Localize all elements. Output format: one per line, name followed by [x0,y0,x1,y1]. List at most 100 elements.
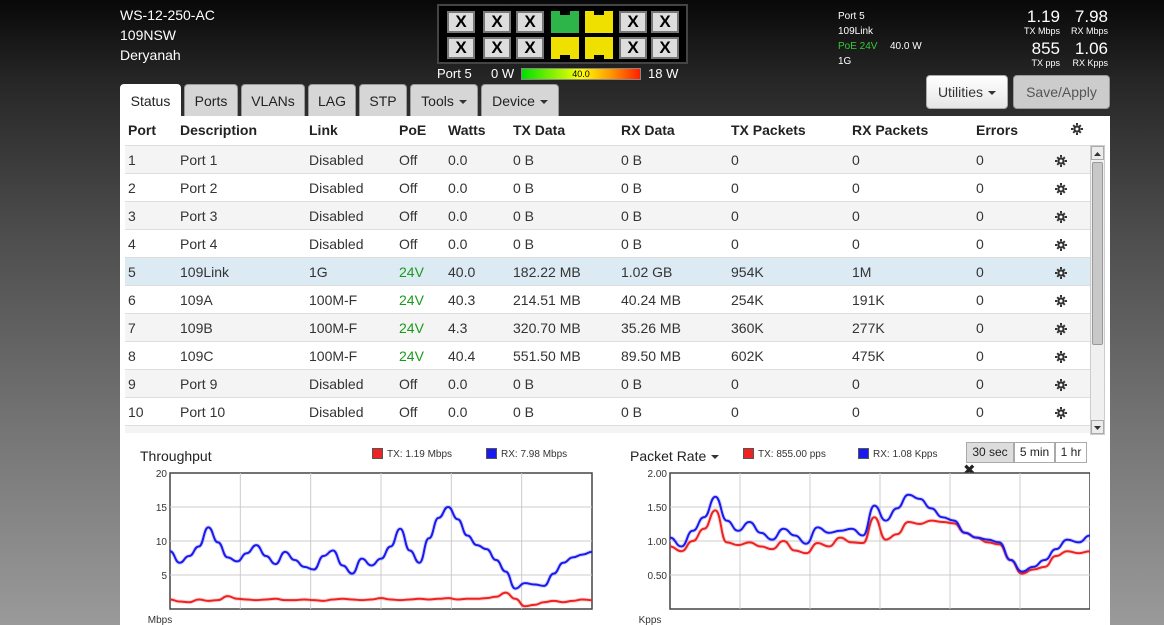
gear-icon[interactable] [1055,148,1067,176]
y-tick-label: 1.50 [648,503,668,514]
table-scrollbar[interactable] [1090,145,1105,435]
cell-description: Port 9 [180,376,218,392]
col-description: Description [180,122,258,138]
table-row[interactable]: 2 Port 2 Disabled Off 0.0 0 B 0 B 0 0 0 [125,173,1093,201]
port-indicator-top-3[interactable]: X [516,11,544,33]
scroll-thumb[interactable] [1092,162,1103,345]
port-indicator-bottom-5[interactable] [585,37,613,59]
cell-watts: 0.0 [448,208,468,224]
cell-poe: Off [399,376,418,392]
table-row[interactable]: 5 109Link 1G 24V 40.0 182.22 MB 1.02 GB 954K 1M 0 [125,257,1093,285]
cell-poe: Off [399,208,418,224]
gear-icon[interactable] [1055,400,1067,428]
cell-link: Disabled [309,404,364,420]
port-indicator-top-5[interactable] [585,11,613,33]
port-indicator-top-6[interactable]: X [619,11,647,33]
cell-errors: 0 [976,292,984,308]
stat-rx-mbps: 7.98 RX Mbps [1038,7,1108,37]
cell-tx-packets: 0 [731,236,739,252]
stat-label: RX Kpps [1072,58,1108,68]
stat-value: 7.98 [1074,7,1108,26]
port-indicator-bottom-2[interactable]: X [483,37,511,59]
cell-port: 9 [128,376,136,392]
cell-port: 8 [128,348,136,364]
y-axis-label: Kpps [639,615,662,625]
table-row[interactable]: 8 109C 100M-F 24V 40.4 551.50 MB 89.50 MB 602K 4… [125,341,1093,369]
table-row[interactable]: 10 Port 10 Disabled Off 0.0 0 B 0 B 0 0 0 [125,397,1093,425]
utilities-button[interactable]: Utilities [926,75,1008,109]
gear-icon[interactable] [1055,428,1067,433]
col-tx-data: TX Data [513,122,566,138]
tab-ports[interactable]: Ports [184,84,238,116]
cell-errors: 0 [976,348,984,364]
tab-tools[interactable]: Tools [410,84,478,116]
rx-swatch [858,448,869,459]
tab-device[interactable]: Device [481,84,559,116]
table-row[interactable]: 6 109A 100M-F 24V 40.3 214.51 MB 40.24 MB 254K 1… [125,285,1093,313]
range-5min-button[interactable]: 5 min [1014,442,1055,463]
port-indicator-top-2[interactable]: X [483,11,511,33]
cell-link: Disabled [309,152,364,168]
gear-icon[interactable] [1055,372,1067,400]
cell-rx-data: 89.50 MB [621,348,681,364]
packet-rate-dropdown[interactable]: Packet Rate [630,448,720,464]
throughput-legend-tx: TX: 1.19 Mbps [372,448,452,460]
chevron-down-icon [988,91,997,96]
cell-watts: 0.0 [448,404,468,420]
port-indicator-bottom-3[interactable]: X [516,37,544,59]
y-axis-label: Mbps [148,615,172,625]
rx-series-line [669,493,1090,573]
col-poe: PoE [399,122,427,138]
table-row[interactable]: 11 Port 11 Disabled Off 0.0 0 B 0 B 0 0 0 [125,425,1093,433]
range-1hr-button[interactable]: 1 hr [1055,442,1087,463]
cell-description: Port 4 [180,236,218,252]
cell-tx-data: 214.51 MB [513,292,581,308]
tab-status[interactable]: Status [120,84,181,118]
gear-icon[interactable] [1055,176,1067,204]
gear-icon[interactable] [1055,288,1067,316]
gear-icon[interactable] [1055,204,1067,232]
port-indicator-top-7[interactable]: X [651,11,679,33]
cell-watts: 0.0 [448,152,468,168]
cell-errors: 0 [976,320,984,336]
cell-poe: 24V [399,348,424,364]
scroll-down-arrow[interactable] [1091,420,1104,434]
power-meter-value: 40.0 [572,69,590,79]
gear-icon[interactable] [1055,260,1067,288]
port-indicator-bottom-4[interactable] [551,37,579,59]
gear-icon[interactable] [1055,232,1067,260]
port-info-port: Port 5 [838,11,865,22]
gear-icon[interactable] [1071,122,1083,138]
table-row[interactable]: 4 Port 4 Disabled Off 0.0 0 B 0 B 0 0 0 [125,229,1093,257]
cell-rx-data: 0 B [621,376,643,392]
port-info-power: 40.0 W [890,41,922,52]
cell-tx-data: 320.70 MB [513,320,581,336]
table-row[interactable]: 9 Port 9 Disabled Off 0.0 0 B 0 B 0 0 0 [125,369,1093,397]
port-indicator-bottom-7[interactable]: X [651,37,679,59]
gear-icon[interactable] [1055,316,1067,344]
save-apply-button[interactable]: Save/Apply [1013,75,1110,109]
port-indicator-bottom-1[interactable]: X [447,37,475,59]
tab-vlans[interactable]: VLANs [241,84,305,116]
range-30sec-button[interactable]: 30 sec [966,442,1014,463]
device-info: WS-12-250-AC 109NSW Deryanah [120,5,215,65]
port-info-speed: 1G [838,56,852,67]
port-indicator-top-1[interactable]: X [447,11,475,33]
legend-text: TX: 1.19 Mbps [387,449,453,460]
gear-icon[interactable] [1055,344,1067,372]
tab-stp[interactable]: STP [359,84,407,116]
stat-tx-mbps: 1.19 TX Mbps [990,8,1060,37]
port-indicator-top-4[interactable] [551,11,579,33]
table-row[interactable]: 7 109B 100M-F 24V 4.3 320.70 MB 35.26 MB 360K 27… [125,313,1093,341]
chevron-down-icon [458,100,467,105]
cell-port: 4 [128,236,136,252]
tab-lag[interactable]: LAG [308,84,356,116]
cell-tx-data: 0 B [513,236,535,252]
table-row[interactable]: 1 Port 1 Disabled Off 0.0 0 B 0 B 0 0 0 [125,145,1093,173]
cell-tx-data: 182.22 MB [513,264,581,280]
range-label: 1 hr [1060,445,1082,459]
cell-watts: 40.0 [448,264,476,280]
port-indicator-bottom-6[interactable]: X [619,37,647,59]
scroll-up-arrow[interactable] [1091,146,1104,160]
table-row[interactable]: 3 Port 3 Disabled Off 0.0 0 B 0 B 0 0 0 [125,201,1093,229]
